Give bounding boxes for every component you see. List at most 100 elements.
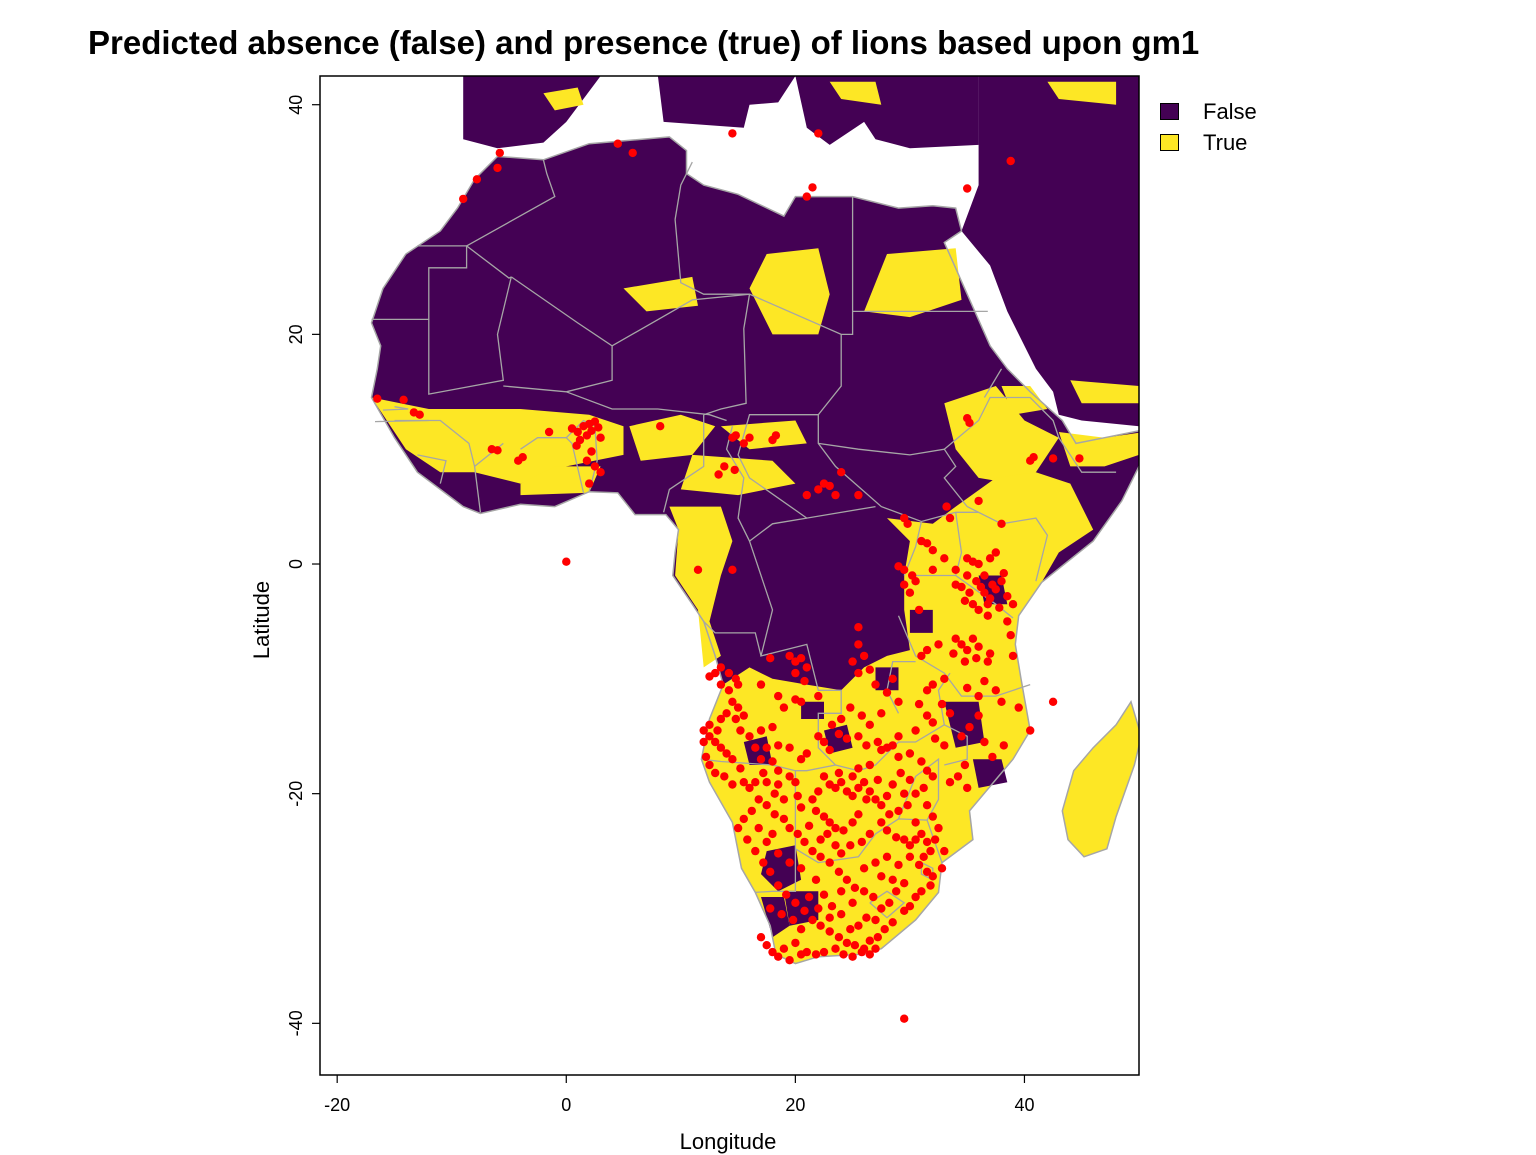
- occurrence-point: [882, 826, 892, 835]
- occurrence-point: [974, 559, 983, 569]
- occurrence-point: [814, 904, 823, 913]
- occurrence-point: [903, 519, 912, 528]
- occurrence-point: [846, 841, 855, 850]
- occurrence-point: [768, 722, 777, 732]
- occurrence-point: [963, 571, 972, 580]
- occurrence-point: [882, 791, 892, 801]
- occurrence-point: [1006, 156, 1015, 166]
- country-border-27: [858, 672, 951, 772]
- country-border-9: [817, 334, 979, 523]
- country-border-16: [943, 396, 1117, 473]
- occurrence-point: [839, 950, 848, 959]
- occurrence-point: [716, 714, 726, 724]
- occurrence-point: [730, 465, 739, 475]
- occurrence-point: [816, 835, 825, 844]
- occurrence-point: [871, 858, 880, 867]
- occurrence-point: [825, 858, 834, 867]
- occurrence-point: [587, 447, 596, 456]
- occurrence-point: [951, 580, 960, 589]
- occurrence-point: [791, 898, 800, 907]
- occurrence-point: [768, 757, 777, 766]
- presence-zone-8: [864, 248, 962, 318]
- occurrence-point: [731, 714, 740, 724]
- occurrence-point: [831, 490, 840, 500]
- occurrence-point: [774, 780, 783, 789]
- occurrence-point: [728, 780, 737, 789]
- occurrence-point: [974, 496, 983, 506]
- occurrence-point: [999, 569, 1008, 578]
- occurrence-point: [894, 860, 903, 870]
- occurrence-point: [963, 783, 972, 793]
- occurrence-point: [837, 887, 846, 896]
- occurrence-point: [774, 849, 783, 858]
- occurrence-point: [934, 640, 943, 649]
- occurrence-point: [937, 864, 947, 873]
- occurrence-point: [785, 823, 794, 833]
- occurrence-point: [825, 913, 834, 922]
- occurrence-point: [911, 892, 920, 902]
- occurrence-point: [917, 829, 926, 839]
- occurrence-point: [788, 915, 798, 925]
- occurrence-point: [854, 764, 863, 773]
- occurrence-point: [928, 680, 937, 689]
- country-border-23: [703, 620, 762, 657]
- occurrence-point: [819, 890, 829, 899]
- occurrence-point: [747, 806, 756, 816]
- occurrence-point: [865, 760, 874, 770]
- occurrence-point: [705, 720, 714, 729]
- occurrence-point: [922, 801, 932, 810]
- occurrence-point: [842, 938, 852, 948]
- occurrence-point: [472, 175, 482, 184]
- occurrence-point: [834, 768, 844, 778]
- occurrence-point: [819, 737, 829, 747]
- occurrence-point: [774, 741, 783, 750]
- occurrence-point: [825, 481, 834, 491]
- occurrence-point: [848, 791, 857, 801]
- occurrence-point: [945, 709, 955, 718]
- occurrence-point: [905, 749, 915, 758]
- occurrence-point: [762, 778, 771, 787]
- occurrence-point: [882, 852, 892, 861]
- occurrence-point: [628, 148, 637, 158]
- occurrence-point: [888, 875, 897, 884]
- occurrence-point: [739, 711, 748, 720]
- occurrence-point: [940, 554, 949, 563]
- presence-zone-0: [371, 397, 624, 484]
- absence-patch-2: [761, 845, 802, 892]
- occurrence-point: [459, 194, 468, 204]
- occurrence-point: [693, 565, 703, 574]
- occurrence-point: [857, 837, 866, 847]
- occurrence-point: [877, 872, 886, 881]
- map-layers: [370, 76, 1139, 1023]
- occurrence-point: [900, 1014, 909, 1023]
- y-tick-label: 20: [286, 324, 306, 344]
- occurrence-point: [713, 726, 722, 735]
- occurrence-point: [859, 651, 869, 661]
- occurrence-point: [974, 605, 983, 615]
- occurrence-point: [980, 571, 989, 580]
- occurrence-point: [854, 490, 863, 500]
- occurrence-point: [905, 775, 915, 785]
- occurrence-point: [865, 787, 874, 796]
- occurrence-point: [745, 433, 754, 442]
- occurrence-point: [914, 699, 924, 709]
- occurrence-point: [808, 846, 817, 856]
- occurrence-point: [770, 810, 779, 819]
- occurrence-point: [834, 729, 844, 739]
- africa-coastline: [370, 136, 1139, 965]
- occurrence-point: [705, 672, 714, 681]
- occurrence-point: [980, 588, 989, 597]
- occurrence-point: [802, 947, 811, 957]
- occurrence-point: [859, 887, 869, 896]
- occurrence-point: [837, 778, 846, 787]
- occurrence-point: [900, 789, 909, 798]
- occurrence-point: [894, 806, 903, 816]
- occurrence-point: [768, 947, 777, 957]
- occurrence-point: [848, 952, 857, 961]
- occurrence-point: [968, 634, 978, 643]
- occurrence-point: [951, 565, 960, 574]
- occurrence-point: [991, 686, 1000, 695]
- occurrence-point: [877, 904, 886, 913]
- occurrence-point: [766, 654, 775, 663]
- occurrence-point: [911, 818, 920, 827]
